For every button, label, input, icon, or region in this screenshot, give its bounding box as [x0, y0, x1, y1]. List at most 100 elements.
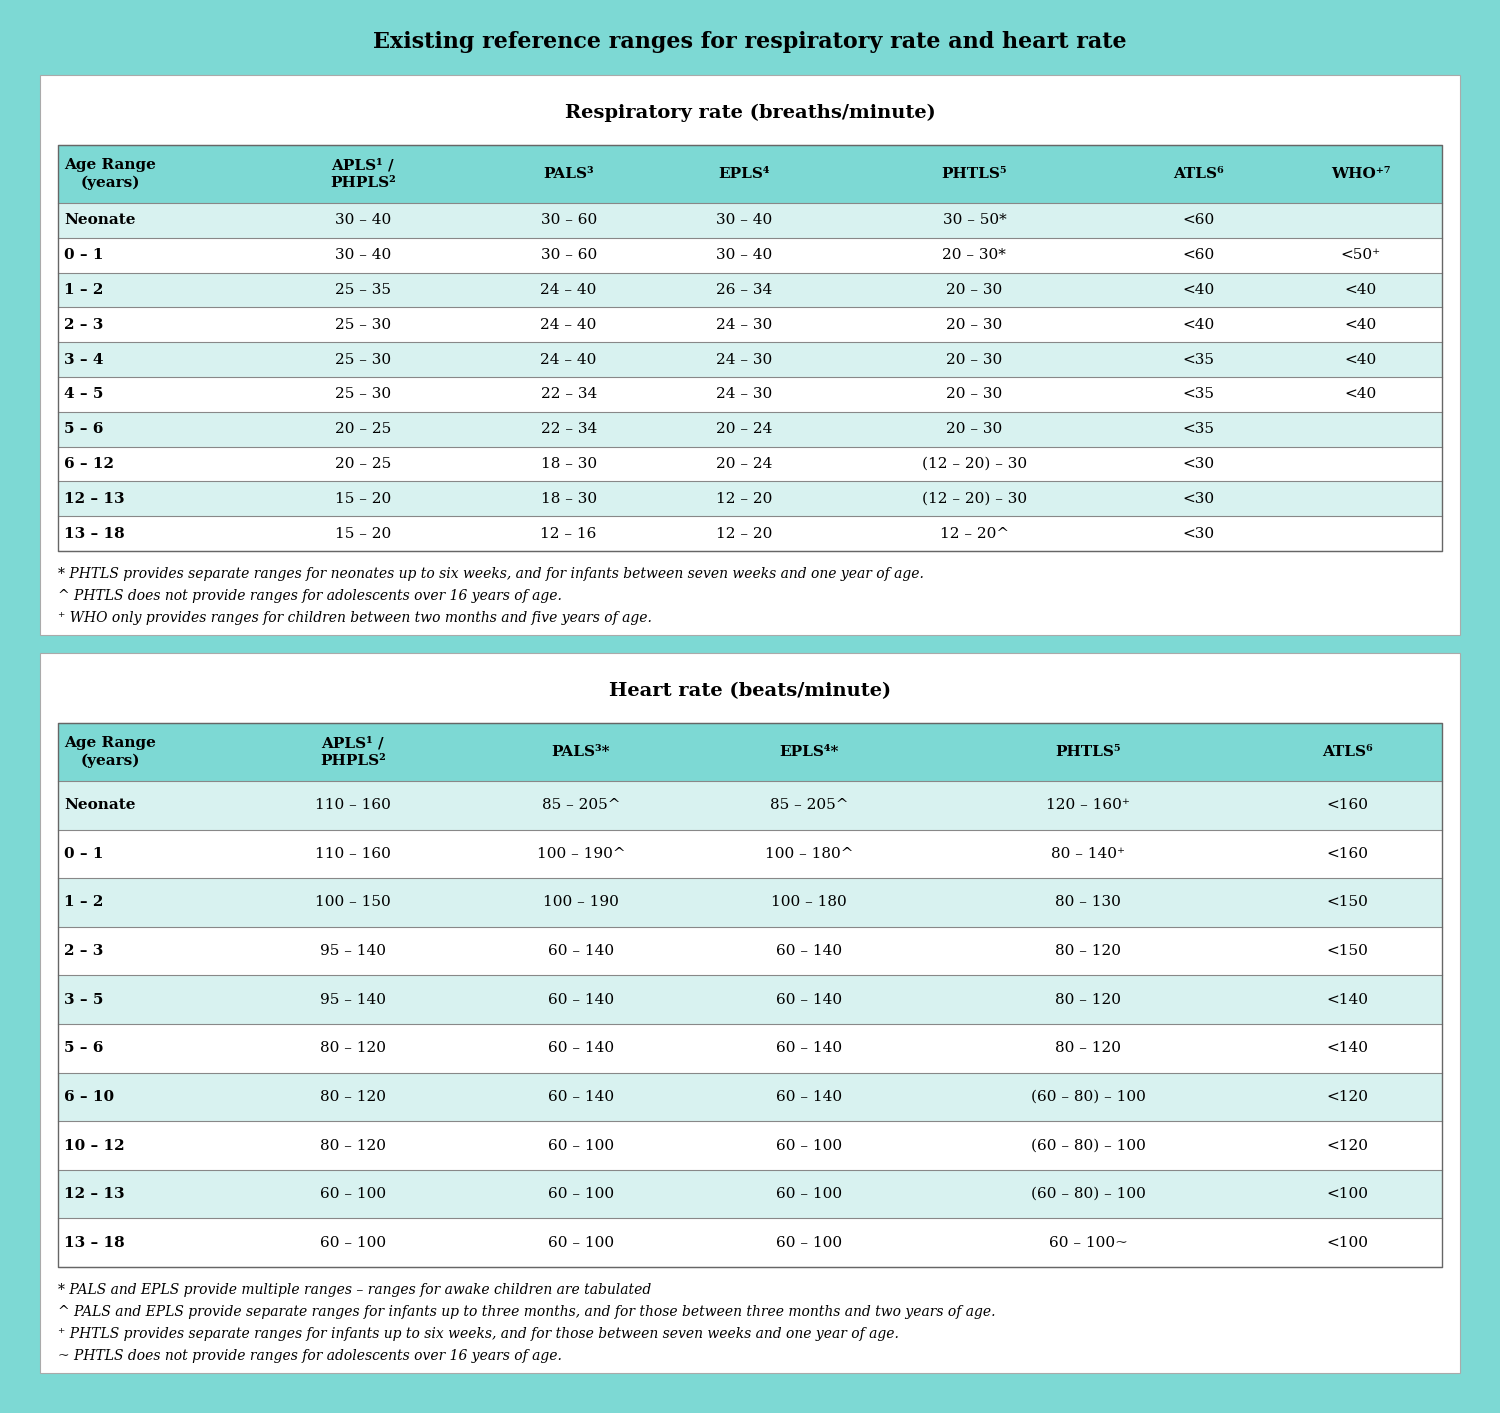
Bar [58, 975, 1442, 1024]
Text: <60: <60 [1182, 213, 1214, 227]
Bar [58, 829, 1442, 879]
Text: <30: <30 [1182, 456, 1214, 471]
Text: 20 – 30: 20 – 30 [946, 283, 1002, 297]
Text: 18 – 30: 18 – 30 [540, 492, 597, 506]
Text: 20 – 25: 20 – 25 [334, 456, 392, 471]
Text: 80 – 120: 80 – 120 [320, 1139, 386, 1153]
Text: <160: <160 [1326, 846, 1368, 861]
Text: 12 – 20^: 12 – 20^ [940, 527, 1010, 541]
Text: 25 – 30: 25 – 30 [334, 353, 392, 366]
Bar [58, 447, 1442, 482]
Text: APLS¹ /
PHPLS²: APLS¹ / PHPLS² [330, 158, 396, 189]
Text: 6 – 10: 6 – 10 [64, 1089, 114, 1104]
Text: 120 – 160⁺: 120 – 160⁺ [1046, 798, 1130, 812]
Text: Age Range
(years): Age Range (years) [64, 158, 156, 189]
Text: <100: <100 [1326, 1187, 1368, 1201]
Text: ⁺ PHTLS provides separate ranges for infants up to six weeks, and for those betw: ⁺ PHTLS provides separate ranges for inf… [58, 1327, 898, 1341]
Text: 80 – 120: 80 – 120 [1054, 1041, 1120, 1056]
Text: 110 – 160: 110 – 160 [315, 846, 392, 861]
Text: ⁺ WHO only provides ranges for children between two months and five years of age: ⁺ WHO only provides ranges for children … [58, 610, 652, 625]
Text: 30 – 60: 30 – 60 [540, 249, 597, 263]
Text: 24 – 40: 24 – 40 [540, 318, 597, 332]
Text: PALS³: PALS³ [543, 167, 594, 181]
Text: Existing reference ranges for respiratory rate and heart rate: Existing reference ranges for respirator… [374, 31, 1126, 54]
Text: 100 – 190: 100 – 190 [543, 896, 620, 910]
Text: 0 – 1: 0 – 1 [64, 249, 104, 263]
Text: 12 – 16: 12 – 16 [540, 527, 597, 541]
Bar [58, 516, 1442, 551]
Text: (60 – 80) – 100: (60 – 80) – 100 [1030, 1089, 1146, 1104]
Text: 25 – 30: 25 – 30 [334, 387, 392, 401]
Text: 30 – 60: 30 – 60 [540, 213, 597, 227]
Text: 3 – 5: 3 – 5 [64, 993, 104, 1006]
Text: <100: <100 [1326, 1236, 1368, 1249]
Text: 1 – 2: 1 – 2 [64, 896, 104, 910]
Text: (60 – 80) – 100: (60 – 80) – 100 [1030, 1187, 1146, 1201]
Text: <140: <140 [1326, 993, 1368, 1006]
Text: <150: <150 [1326, 944, 1368, 958]
Text: 10 – 12: 10 – 12 [64, 1139, 125, 1153]
Text: 60 – 140: 60 – 140 [548, 1041, 614, 1056]
Text: 80 – 120: 80 – 120 [320, 1089, 386, 1104]
Text: 95 – 140: 95 – 140 [320, 993, 386, 1006]
Text: <40: <40 [1344, 318, 1377, 332]
Bar [58, 1072, 1442, 1121]
Text: Respiratory rate (breaths/minute): Respiratory rate (breaths/minute) [564, 105, 936, 122]
Text: 80 – 140⁺: 80 – 140⁺ [1052, 846, 1125, 861]
Text: 60 – 140: 60 – 140 [548, 993, 614, 1006]
Text: 60 – 100: 60 – 100 [776, 1187, 842, 1201]
Bar [58, 237, 1442, 273]
Text: 60 – 100: 60 – 100 [548, 1139, 614, 1153]
Text: 20 – 30: 20 – 30 [946, 353, 1002, 366]
Text: 22 – 34: 22 – 34 [540, 387, 597, 401]
Bar [58, 927, 1442, 975]
Text: 20 – 30: 20 – 30 [946, 387, 1002, 401]
Bar [58, 377, 1442, 411]
Text: ~ PHTLS does not provide ranges for adolescents over 16 years of age.: ~ PHTLS does not provide ranges for adol… [58, 1349, 562, 1364]
Text: 100 – 180: 100 – 180 [771, 896, 847, 910]
Text: APLS¹ /
PHPLS²: APLS¹ / PHPLS² [320, 736, 386, 767]
Text: 100 – 180^: 100 – 180^ [765, 846, 853, 861]
Text: ^ PHTLS does not provide ranges for adolescents over 16 years of age.: ^ PHTLS does not provide ranges for adol… [58, 589, 562, 603]
Bar [58, 1218, 1442, 1267]
Text: <35: <35 [1182, 353, 1214, 366]
Text: 60 – 140: 60 – 140 [548, 944, 614, 958]
Text: 6 – 12: 6 – 12 [64, 456, 114, 471]
Text: <160: <160 [1326, 798, 1368, 812]
Text: 25 – 35: 25 – 35 [334, 283, 392, 297]
Bar [58, 723, 1442, 781]
Text: (12 – 20) – 30: (12 – 20) – 30 [922, 456, 1028, 471]
Text: 22 – 34: 22 – 34 [540, 422, 597, 437]
Text: 2 – 3: 2 – 3 [64, 318, 104, 332]
Text: 5 – 6: 5 – 6 [64, 1041, 104, 1056]
Text: (12 – 20) – 30: (12 – 20) – 30 [922, 492, 1028, 506]
Bar [58, 146, 1442, 551]
Text: ^ PALS and EPLS provide separate ranges for infants up to three months, and for : ^ PALS and EPLS provide separate ranges … [58, 1306, 996, 1318]
Text: 80 – 120: 80 – 120 [320, 1041, 386, 1056]
Text: 60 – 100: 60 – 100 [320, 1236, 386, 1249]
Bar [58, 411, 1442, 447]
Text: 12 – 20: 12 – 20 [716, 527, 772, 541]
Text: ATLS⁶: ATLS⁶ [1323, 745, 1372, 759]
Bar [58, 723, 1442, 1267]
Text: 60 – 140: 60 – 140 [776, 944, 842, 958]
Text: 95 – 140: 95 – 140 [320, 944, 386, 958]
Text: 12 – 20: 12 – 20 [716, 492, 772, 506]
Bar [40, 653, 1460, 1373]
Text: Neonate: Neonate [64, 213, 135, 227]
Text: 100 – 190^: 100 – 190^ [537, 846, 626, 861]
Text: 20 – 25: 20 – 25 [334, 422, 392, 437]
Text: <140: <140 [1326, 1041, 1368, 1056]
Text: 60 – 140: 60 – 140 [776, 993, 842, 1006]
Text: Neonate: Neonate [64, 798, 135, 812]
Text: 15 – 20: 15 – 20 [334, 492, 392, 506]
Text: * PALS and EPLS provide multiple ranges – ranges for awake children are tabulate: * PALS and EPLS provide multiple ranges … [58, 1283, 651, 1297]
Text: 24 – 40: 24 – 40 [540, 353, 597, 366]
Text: 60 – 140: 60 – 140 [548, 1089, 614, 1104]
Text: <40: <40 [1182, 283, 1214, 297]
Text: 24 – 40: 24 – 40 [540, 283, 597, 297]
Text: 80 – 130: 80 – 130 [1054, 896, 1120, 910]
Text: 18 – 30: 18 – 30 [540, 456, 597, 471]
Bar [58, 879, 1442, 927]
Text: 24 – 30: 24 – 30 [716, 318, 772, 332]
